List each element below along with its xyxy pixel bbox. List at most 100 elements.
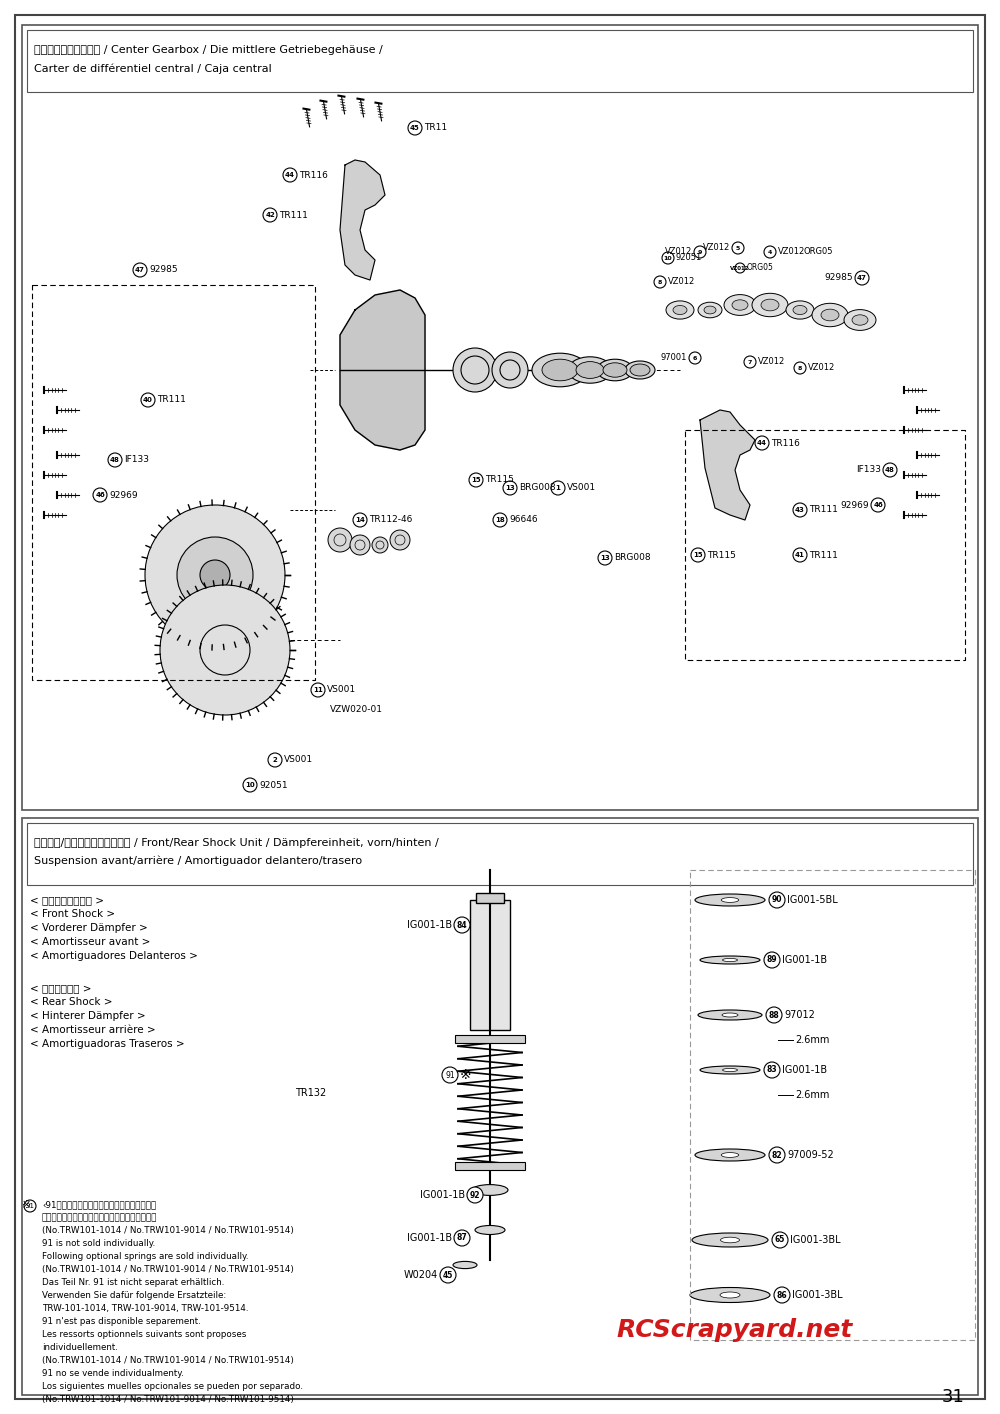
Text: 46: 46 xyxy=(873,502,883,508)
Circle shape xyxy=(500,361,520,380)
Text: < Amortiguadores Delanteros >: < Amortiguadores Delanteros > xyxy=(30,952,198,962)
Ellipse shape xyxy=(722,1069,738,1072)
Text: IG001-1B: IG001-1B xyxy=(420,1191,465,1200)
Bar xyxy=(22,25,978,810)
Text: < Front Shock >: < Front Shock > xyxy=(30,909,115,919)
Text: TR111: TR111 xyxy=(279,211,308,219)
Text: < Amortisseur arrière >: < Amortisseur arrière > xyxy=(30,1025,156,1035)
Text: TR116: TR116 xyxy=(771,438,800,447)
Ellipse shape xyxy=(720,1292,740,1298)
Text: 43: 43 xyxy=(795,508,805,513)
Text: VZ012: VZ012 xyxy=(778,247,805,256)
Text: 44: 44 xyxy=(757,440,767,445)
Text: 48: 48 xyxy=(885,467,895,474)
Text: TR115: TR115 xyxy=(485,475,514,485)
Bar xyxy=(27,30,973,92)
Text: 8: 8 xyxy=(658,280,662,284)
Circle shape xyxy=(353,513,367,527)
Circle shape xyxy=(883,462,897,477)
Ellipse shape xyxy=(721,1152,739,1158)
Text: 84: 84 xyxy=(457,921,467,929)
Text: VZ012: VZ012 xyxy=(730,266,750,270)
Text: TR112-46: TR112-46 xyxy=(369,516,412,525)
Text: 87: 87 xyxy=(457,1233,467,1243)
Text: IF133: IF133 xyxy=(124,455,149,465)
Circle shape xyxy=(744,356,756,368)
Ellipse shape xyxy=(603,363,627,378)
Text: 91 n'est pas disponible separement.: 91 n'est pas disponible separement. xyxy=(42,1316,201,1326)
Circle shape xyxy=(177,537,253,614)
Text: 18: 18 xyxy=(495,518,505,523)
Text: VS001: VS001 xyxy=(327,686,356,694)
Text: 1: 1 xyxy=(556,485,560,491)
Circle shape xyxy=(328,527,352,551)
Text: 10: 10 xyxy=(664,256,672,260)
Text: ※: ※ xyxy=(460,1068,472,1082)
Circle shape xyxy=(871,498,885,512)
Ellipse shape xyxy=(453,1261,477,1268)
Circle shape xyxy=(350,534,370,556)
Text: VZ012: VZ012 xyxy=(758,358,785,366)
Text: IF133: IF133 xyxy=(856,465,881,475)
Text: 91 no se vende individualmenty.: 91 no se vende individualmenty. xyxy=(42,1369,184,1379)
Text: 7: 7 xyxy=(748,359,752,365)
Text: ‹91は単体でのパーツ販売はしておりません。: ‹91は単体でのパーツ販売はしておりません。 xyxy=(42,1200,156,1209)
Text: 44: 44 xyxy=(285,173,295,178)
Text: VZ012: VZ012 xyxy=(668,277,695,287)
Text: IG001-1B: IG001-1B xyxy=(407,1233,452,1243)
Text: 14: 14 xyxy=(355,518,365,523)
Ellipse shape xyxy=(630,363,650,376)
Ellipse shape xyxy=(793,305,807,314)
Text: 83: 83 xyxy=(767,1066,777,1075)
Text: 48: 48 xyxy=(110,457,120,462)
Circle shape xyxy=(769,1147,785,1162)
Text: IG001-1B: IG001-1B xyxy=(782,1065,827,1075)
Text: 65: 65 xyxy=(775,1236,785,1244)
Text: フロント/リヤダンパーユニット / Front/Rear Shock Unit / Dämpfereinheit, vorn/hinten /: フロント/リヤダンパーユニット / Front/Rear Shock Unit … xyxy=(34,839,439,848)
Circle shape xyxy=(408,122,422,134)
Text: TR11: TR11 xyxy=(424,123,447,133)
Circle shape xyxy=(268,754,282,766)
Ellipse shape xyxy=(732,300,748,310)
Text: 42: 42 xyxy=(265,212,275,218)
Circle shape xyxy=(654,276,666,288)
Ellipse shape xyxy=(724,294,756,315)
Text: 5: 5 xyxy=(736,246,740,250)
Text: 92985: 92985 xyxy=(824,273,853,283)
Text: IG001-1B: IG001-1B xyxy=(407,921,452,930)
Text: 97001: 97001 xyxy=(661,354,687,362)
Circle shape xyxy=(662,252,674,264)
Text: 92969: 92969 xyxy=(109,491,138,499)
Text: 45: 45 xyxy=(410,124,420,132)
Circle shape xyxy=(764,1062,780,1077)
Text: 97009-52: 97009-52 xyxy=(787,1150,834,1159)
Ellipse shape xyxy=(852,315,868,325)
Ellipse shape xyxy=(720,1237,740,1243)
Text: ※: ※ xyxy=(22,1200,31,1210)
Ellipse shape xyxy=(721,898,739,902)
Text: < Rear Shock >: < Rear Shock > xyxy=(30,997,112,1007)
Ellipse shape xyxy=(752,293,788,317)
Ellipse shape xyxy=(821,310,839,321)
Circle shape xyxy=(454,918,470,933)
Ellipse shape xyxy=(568,356,612,383)
Text: 13: 13 xyxy=(600,556,610,561)
Circle shape xyxy=(141,393,155,407)
Ellipse shape xyxy=(761,300,779,311)
Text: (No.TRW101-1014 / No.TRW101-9014 / No.TRW101-9514): (No.TRW101-1014 / No.TRW101-9014 / No.TR… xyxy=(42,1396,294,1404)
Bar xyxy=(470,899,510,1029)
Text: 91: 91 xyxy=(26,1203,34,1209)
Text: TR111: TR111 xyxy=(157,396,186,404)
Text: Carter de différentiel central / Caja central: Carter de différentiel central / Caja ce… xyxy=(34,64,272,74)
Text: 9: 9 xyxy=(698,249,702,255)
Text: IG001-5BL: IG001-5BL xyxy=(787,895,838,905)
Text: < Amortisseur avant >: < Amortisseur avant > xyxy=(30,937,150,947)
Circle shape xyxy=(772,1232,788,1249)
Text: < Hinterer Dämpfer >: < Hinterer Dämpfer > xyxy=(30,1011,146,1021)
Text: 40: 40 xyxy=(143,397,153,403)
Circle shape xyxy=(769,892,785,908)
Circle shape xyxy=(691,549,705,561)
Text: 97012: 97012 xyxy=(784,1010,815,1019)
Circle shape xyxy=(467,1186,483,1203)
Text: TR111: TR111 xyxy=(809,505,838,515)
